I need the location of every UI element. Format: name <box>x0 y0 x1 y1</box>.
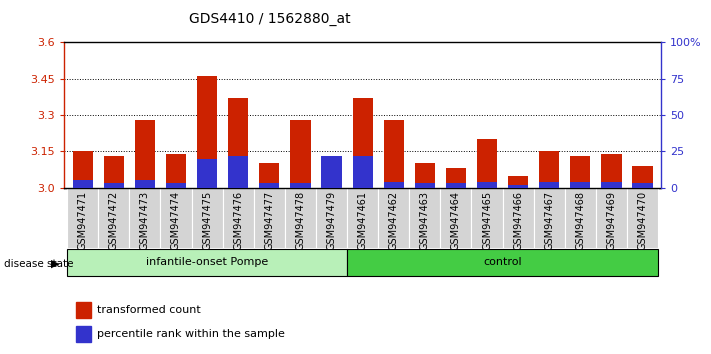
Bar <box>602 154 621 188</box>
Text: GSM947466: GSM947466 <box>513 190 523 250</box>
Bar <box>191 188 223 248</box>
Text: GSM947474: GSM947474 <box>171 190 181 250</box>
Bar <box>135 181 155 188</box>
Bar <box>471 188 503 248</box>
Bar <box>596 188 627 248</box>
Bar <box>135 120 155 188</box>
Bar <box>254 188 285 248</box>
Bar <box>161 188 191 248</box>
Bar <box>378 188 410 248</box>
Text: GSM947479: GSM947479 <box>326 190 336 250</box>
Bar <box>321 166 341 188</box>
Bar <box>602 182 621 188</box>
Bar <box>76 326 91 342</box>
Bar <box>565 188 596 248</box>
Bar <box>440 188 471 248</box>
Text: GSM947465: GSM947465 <box>482 190 492 250</box>
Bar <box>104 183 124 188</box>
Text: infantile-onset Pompe: infantile-onset Pompe <box>146 257 268 267</box>
Bar <box>633 166 653 188</box>
Bar <box>627 188 658 248</box>
Bar <box>228 156 248 188</box>
Bar <box>76 302 91 318</box>
Bar <box>260 183 279 188</box>
Bar <box>446 183 466 188</box>
Text: GSM947475: GSM947475 <box>202 190 212 250</box>
Bar <box>570 182 590 188</box>
Bar <box>98 188 129 248</box>
Bar <box>197 159 217 188</box>
Bar <box>415 183 435 188</box>
Bar <box>67 188 98 248</box>
Bar <box>353 156 373 188</box>
Bar <box>73 152 92 188</box>
Text: ▶: ▶ <box>51 259 60 269</box>
Bar <box>410 188 440 248</box>
Bar <box>503 188 534 248</box>
Bar <box>166 154 186 188</box>
Text: GSM947468: GSM947468 <box>575 190 585 250</box>
Bar <box>508 176 528 188</box>
Text: GSM947476: GSM947476 <box>233 190 243 250</box>
Bar <box>290 120 311 188</box>
Text: GSM947471: GSM947471 <box>77 190 87 250</box>
Text: GSM947473: GSM947473 <box>140 190 150 250</box>
Text: control: control <box>483 257 522 267</box>
Bar <box>384 182 404 188</box>
Bar <box>166 183 186 188</box>
Bar <box>285 188 316 248</box>
Text: GSM947477: GSM947477 <box>264 190 274 250</box>
Bar <box>347 249 658 276</box>
Bar <box>347 188 378 248</box>
Bar <box>446 168 466 188</box>
Text: GSM947463: GSM947463 <box>419 190 430 250</box>
Bar <box>384 120 404 188</box>
Text: GSM947464: GSM947464 <box>451 190 461 250</box>
Text: GSM947469: GSM947469 <box>606 190 616 250</box>
Text: GSM947478: GSM947478 <box>295 190 306 250</box>
Bar <box>415 164 435 188</box>
Bar <box>260 164 279 188</box>
Bar <box>321 156 341 188</box>
Bar <box>539 152 560 188</box>
Text: GDS4410 / 1562880_at: GDS4410 / 1562880_at <box>189 12 351 27</box>
Bar <box>73 181 92 188</box>
Text: percentile rank within the sample: percentile rank within the sample <box>97 329 284 339</box>
Bar <box>129 188 161 248</box>
Bar <box>477 139 497 188</box>
Text: GSM947461: GSM947461 <box>358 190 368 250</box>
Bar <box>67 249 347 276</box>
Bar <box>353 98 373 188</box>
Bar <box>223 188 254 248</box>
Bar <box>477 182 497 188</box>
Text: GSM947462: GSM947462 <box>389 190 399 250</box>
Bar <box>508 185 528 188</box>
Text: GSM947470: GSM947470 <box>638 190 648 250</box>
Bar <box>534 188 565 248</box>
Bar <box>197 76 217 188</box>
Text: transformed count: transformed count <box>97 305 201 315</box>
Bar <box>633 183 653 188</box>
Bar <box>104 156 124 188</box>
Bar <box>228 98 248 188</box>
Text: GSM947467: GSM947467 <box>544 190 555 250</box>
Text: GSM947472: GSM947472 <box>109 190 119 250</box>
Bar <box>570 156 590 188</box>
Bar <box>316 188 347 248</box>
Bar <box>290 183 311 188</box>
Text: disease state: disease state <box>4 259 73 269</box>
Bar <box>539 182 560 188</box>
